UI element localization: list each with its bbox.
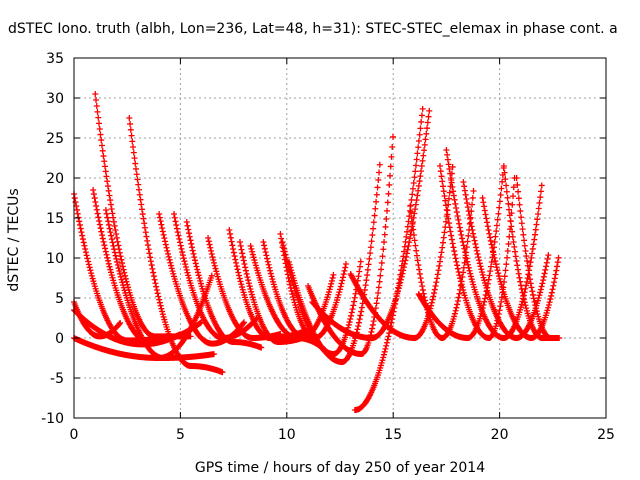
arc-markers: [309, 107, 433, 341]
chart-title: dSTEC Iono. truth (albh, Lon=236, Lat=48…: [8, 21, 618, 37]
arc-markers: [415, 165, 507, 341]
arc-markers: [351, 105, 426, 413]
x-tick-label: 5: [176, 427, 185, 443]
plot-frame: [73, 57, 607, 419]
x-tick-label: 15: [384, 427, 402, 443]
x-tick-label: 10: [278, 427, 296, 443]
axis-ticks: 0 5 10 15 20 25 -10 -5 0 5 10 15 20 25 30 35: [41, 51, 615, 443]
arc-10: [171, 211, 260, 341]
arc-8: [126, 115, 226, 376]
arc-25: [415, 165, 507, 341]
x-axis-label: GPS time / hours of day 250 of year 2014: [195, 460, 485, 476]
arc-9: [156, 211, 248, 347]
arc-21: [351, 105, 426, 413]
data-series: [71, 91, 563, 413]
y-tick-label: -10: [41, 411, 64, 427]
arc-markers: [171, 211, 260, 341]
x-tick-label: 0: [70, 427, 79, 443]
arc-markers: [156, 211, 248, 347]
arc-31: [513, 175, 563, 341]
arc-24: [407, 188, 477, 341]
y-tick-label: 0: [55, 331, 64, 347]
y-tick-label: 15: [46, 211, 64, 227]
y-tick-label: 10: [46, 251, 64, 267]
arc-23: [347, 163, 456, 341]
y-tick-label: 35: [46, 51, 64, 67]
x-tick-label: 25: [597, 427, 615, 443]
y-axis-label: dSTEC / TECUs: [6, 188, 22, 291]
y-tick-label: 30: [46, 91, 64, 107]
y-tick-label: 20: [46, 171, 64, 187]
y-tick-label: 5: [55, 291, 64, 307]
arc-11: [183, 219, 265, 351]
y-tick-label: -5: [50, 371, 64, 387]
arc-markers: [513, 175, 563, 341]
x-tick-label: 20: [491, 427, 509, 443]
arc-markers: [126, 115, 226, 376]
y-tick-label: 25: [46, 131, 64, 147]
arc-markers: [347, 163, 456, 341]
arc-markers: [407, 188, 477, 341]
arc-22: [309, 107, 433, 341]
arc-markers: [183, 219, 265, 351]
